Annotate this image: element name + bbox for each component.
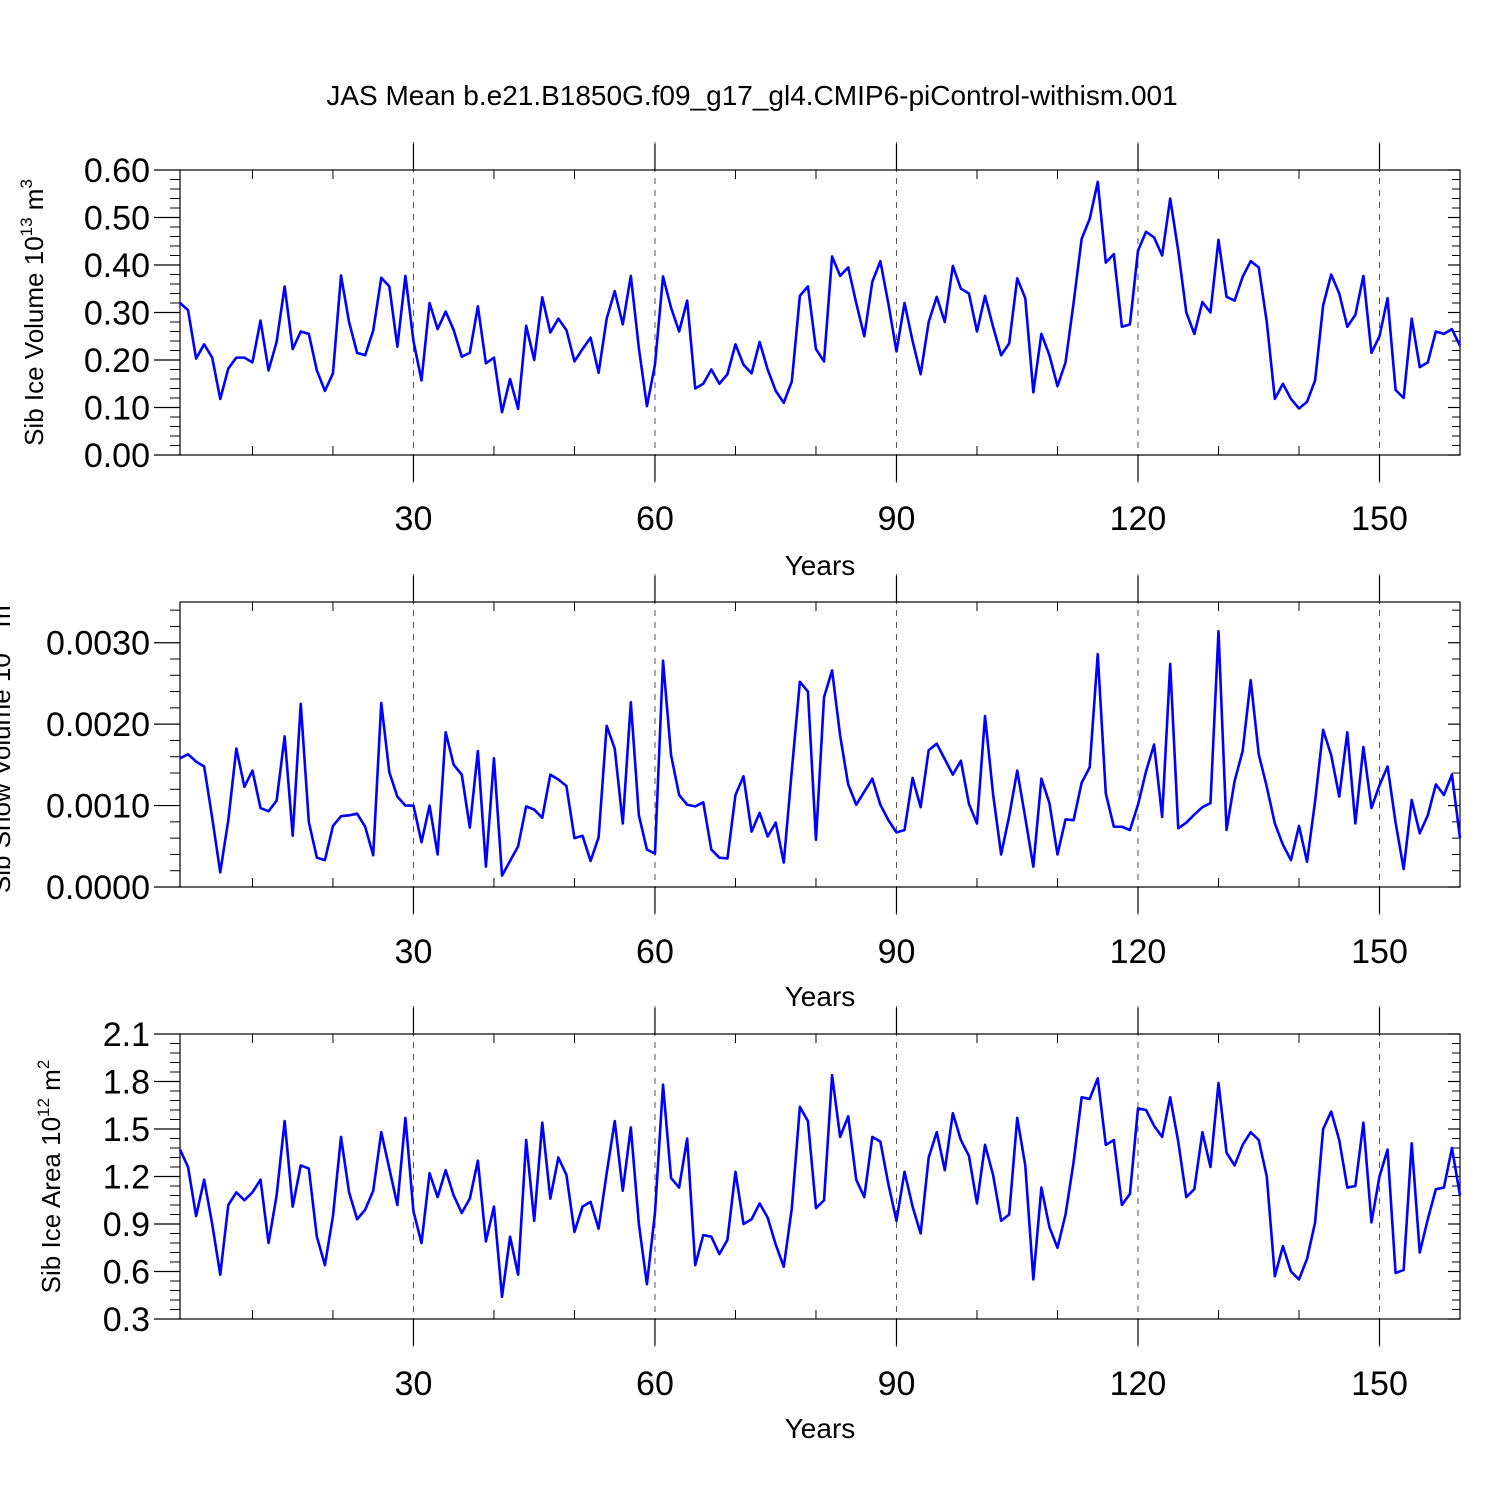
y-tick-label: 0.40 xyxy=(84,247,150,285)
y-tick-label: 1.8 xyxy=(103,1064,150,1102)
y-axis-label: Sib Ice Volume 1013 m3 xyxy=(17,179,49,446)
y-tick-label: 0.30 xyxy=(84,295,150,333)
x-tick-label: 60 xyxy=(636,1365,674,1403)
plot-frame xyxy=(179,169,1461,456)
y-tick-label: 0.20 xyxy=(84,342,150,380)
x-axis-label: Years xyxy=(785,1413,856,1444)
x-tick-label: 60 xyxy=(636,933,674,971)
x-tick-label: 120 xyxy=(1110,500,1167,538)
x-axis-label: Years xyxy=(785,981,856,1012)
x-tick-label: 60 xyxy=(636,500,674,538)
series-line-ice-area xyxy=(178,1073,1462,1299)
plot-frame xyxy=(179,601,1461,888)
x-axis-label: Years xyxy=(785,550,856,581)
y-tick-label: 2.1 xyxy=(103,1016,150,1054)
series-line-ice-volume xyxy=(179,180,1462,414)
panel-ice-volume: 0.00 0.10 0.20 0.30 0.40 0.50 0.60 30 60 90 120 150… xyxy=(17,142,1462,581)
y-axis-label: Sib Ice Area 1012 m2 xyxy=(34,1060,66,1294)
y-tick-label: 0.0010 xyxy=(46,788,150,826)
y-tick-label: 0.0000 xyxy=(46,869,150,907)
y-tick-label: 0.6 xyxy=(103,1254,150,1292)
x-tick-label: 120 xyxy=(1110,933,1167,971)
x-tick-label: 90 xyxy=(878,1365,916,1403)
y-tick-label: 0.10 xyxy=(84,390,150,428)
y-tick-label: 1.5 xyxy=(103,1111,150,1149)
x-tick-label: 150 xyxy=(1351,933,1408,971)
panel-ice-area: 0.3 0.6 0.9 1.2 1.5 1.8 2.1 30 60 90 120 150 Years Si… xyxy=(34,1006,1462,1444)
y-tick-label: 0.9 xyxy=(103,1206,150,1244)
x-tick-label: 90 xyxy=(878,500,916,538)
x-tick-label: 120 xyxy=(1110,1365,1167,1403)
y-tick-label: 0.0030 xyxy=(46,625,150,663)
x-tick-label: 150 xyxy=(1351,500,1408,538)
x-tick-label: 30 xyxy=(395,1365,433,1403)
y-axis-label: Sib Snow Volume 1013 m3 xyxy=(0,596,16,893)
panels: 0.00 0.10 0.20 0.30 0.40 0.50 0.60 30 60 90 120 150… xyxy=(0,142,1462,1444)
figure-title: JAS Mean b.e21.B1850G.f09_g17_gl4.CMIP6-… xyxy=(326,80,1177,111)
y-tick-label: 0.0020 xyxy=(46,706,150,744)
y-tick-label: 0.3 xyxy=(103,1301,150,1339)
x-tick-label: 30 xyxy=(395,500,433,538)
y-tick-label: 0.50 xyxy=(84,200,150,238)
series-line-snow-volume xyxy=(179,630,1462,877)
x-tick-label: 30 xyxy=(395,933,433,971)
y-tick-label: 0.60 xyxy=(84,152,150,190)
y-tick-label: 0.00 xyxy=(84,437,150,475)
x-tick-label: 90 xyxy=(878,933,916,971)
x-tick-label: 150 xyxy=(1351,1365,1408,1403)
y-tick-label: 1.2 xyxy=(103,1159,150,1197)
panel-snow-volume: 0.0000 0.0010 0.0020 0.0030 30 60 90 120 150 Year… xyxy=(0,574,1462,1012)
